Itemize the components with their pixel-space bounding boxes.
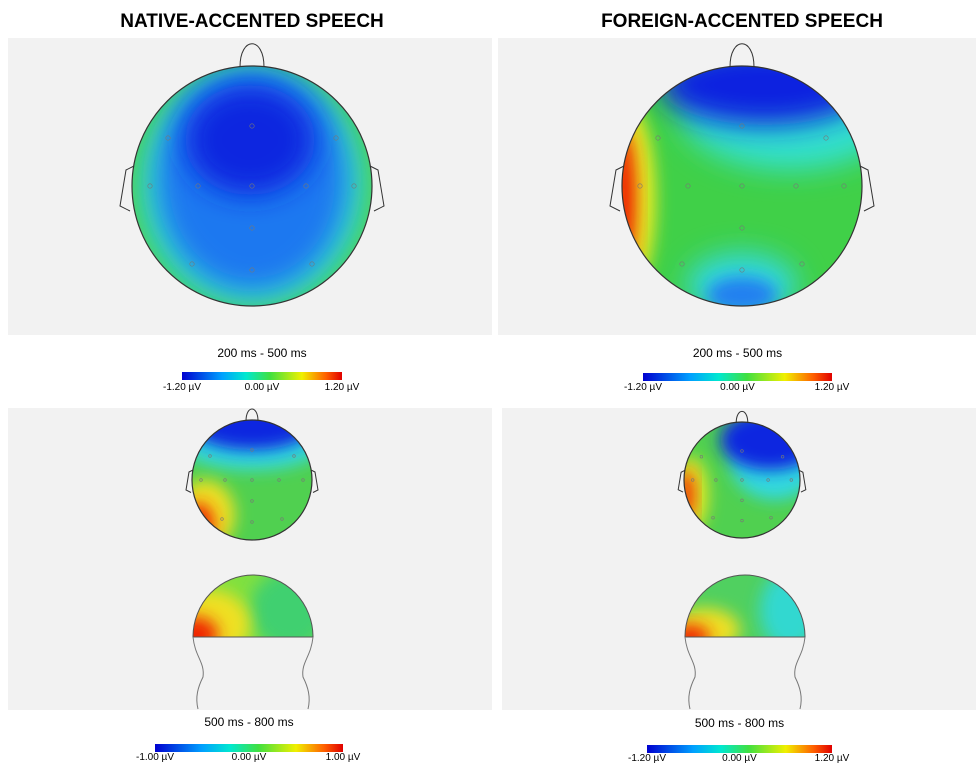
scale-label: 0.00 µV: [720, 382, 755, 393]
scale-label: 1.20 µV: [815, 382, 850, 393]
time-window: 200 ms - 500 ms: [693, 346, 782, 360]
figure: NATIVE-ACCENTED SPEECH 200 ms - 500 ms -1.…: [0, 0, 976, 769]
column-title: FOREIGN-ACCENTED SPEECH: [601, 11, 883, 32]
color-bar: [155, 744, 343, 752]
scale-label: 0.00 µV: [232, 752, 267, 763]
scale-label: -1.00 µV: [136, 752, 174, 763]
color-bar: [182, 372, 342, 380]
scale-label: -1.20 µV: [628, 753, 666, 764]
time-window: 500 ms - 800 ms: [695, 716, 784, 730]
column-title: NATIVE-ACCENTED SPEECH: [120, 11, 384, 32]
scale-label: 1.20 µV: [815, 753, 850, 764]
scale-label: -1.20 µV: [163, 382, 201, 393]
scale-label: 0.00 µV: [245, 382, 280, 393]
color-bar: [643, 373, 832, 381]
color-bar: [647, 745, 832, 753]
scale-label: -1.20 µV: [624, 382, 662, 393]
scale-label: 0.00 µV: [722, 753, 757, 764]
scale-label: 1.20 µV: [325, 382, 360, 393]
map-region: [185, 85, 315, 195]
scale-label: 1.00 µV: [326, 752, 361, 763]
time-window: 500 ms - 800 ms: [204, 715, 293, 729]
time-window: 200 ms - 500 ms: [217, 346, 306, 360]
